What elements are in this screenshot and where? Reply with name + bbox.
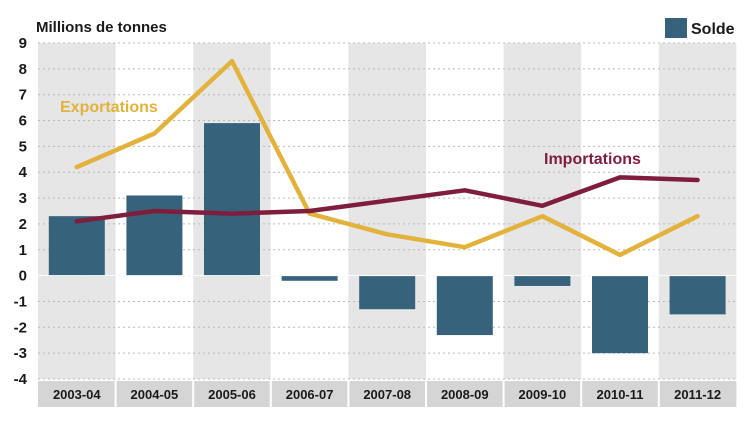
x-tick-label: 2004-05	[131, 387, 179, 402]
x-tick-label: 2011-12	[674, 387, 721, 402]
x-tick-label: 2006-07	[286, 387, 334, 402]
y-tick-label: 8	[19, 61, 27, 78]
x-tick-label: 2003-04	[53, 387, 101, 402]
y-tick-labels: 9 8 7 6 5 4 3 2 1 0 -1 -2 -3 -4	[14, 35, 28, 388]
y-tick-label: 4	[19, 164, 28, 181]
x-tick-label: 2009-10	[519, 387, 567, 402]
bar-solde	[204, 123, 260, 276]
bar-solde	[592, 275, 648, 354]
x-tick-label: 2007-08	[363, 387, 411, 402]
y-tick-label: 9	[19, 35, 27, 52]
column-band	[348, 43, 426, 379]
legend-label-solde: Solde	[691, 21, 735, 38]
x-tick-label: 2008-09	[441, 387, 489, 402]
line-importations	[74, 175, 700, 224]
y-tick-label: 5	[19, 138, 27, 155]
line-exportations	[74, 58, 700, 258]
legend-swatch-solde	[665, 18, 687, 38]
y-tick-label: 2	[19, 216, 27, 233]
y-tick-label: 3	[19, 190, 27, 207]
x-tick-label: 2005-06	[208, 387, 256, 402]
legend: Solde	[665, 18, 735, 38]
x-axis: 2003-04 2004-05 2005-06 2006-07 2007-08 2008-…	[38, 381, 737, 407]
bar-solde	[359, 275, 416, 310]
bar-solde	[281, 275, 338, 281]
bar-solde	[48, 216, 105, 276]
y-tick-label: 1	[19, 242, 27, 259]
y-tick-label: -4	[14, 371, 28, 388]
x-tick-label: 2010-11	[597, 387, 644, 402]
bar-solde	[436, 275, 493, 336]
bar-solde	[126, 195, 183, 276]
bar-solde	[514, 275, 571, 286]
y-tick-label: 6	[19, 113, 27, 130]
bars	[48, 123, 726, 354]
series-label-importations: Importations	[544, 151, 641, 168]
y-axis-title: Millions de tonnes	[36, 19, 167, 36]
y-tick-label: -2	[14, 319, 27, 336]
y-tick-label: -1	[14, 293, 27, 310]
column-band	[503, 43, 582, 379]
y-tick-label: 7	[19, 87, 27, 104]
series-label-exportations: Exportations	[60, 99, 158, 116]
x-axis-band	[38, 381, 737, 407]
column-band	[38, 43, 116, 379]
y-tick-label: -3	[14, 345, 27, 362]
series-lines	[74, 58, 700, 258]
column-band	[658, 43, 737, 379]
y-tick-label: 0	[19, 268, 27, 285]
bar-solde	[669, 275, 726, 315]
